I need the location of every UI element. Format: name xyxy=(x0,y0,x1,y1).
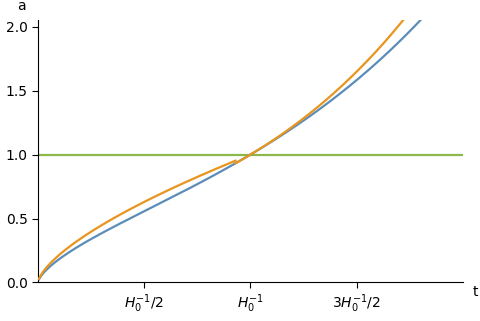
X-axis label: t: t xyxy=(473,285,478,299)
Y-axis label: a: a xyxy=(17,0,25,13)
